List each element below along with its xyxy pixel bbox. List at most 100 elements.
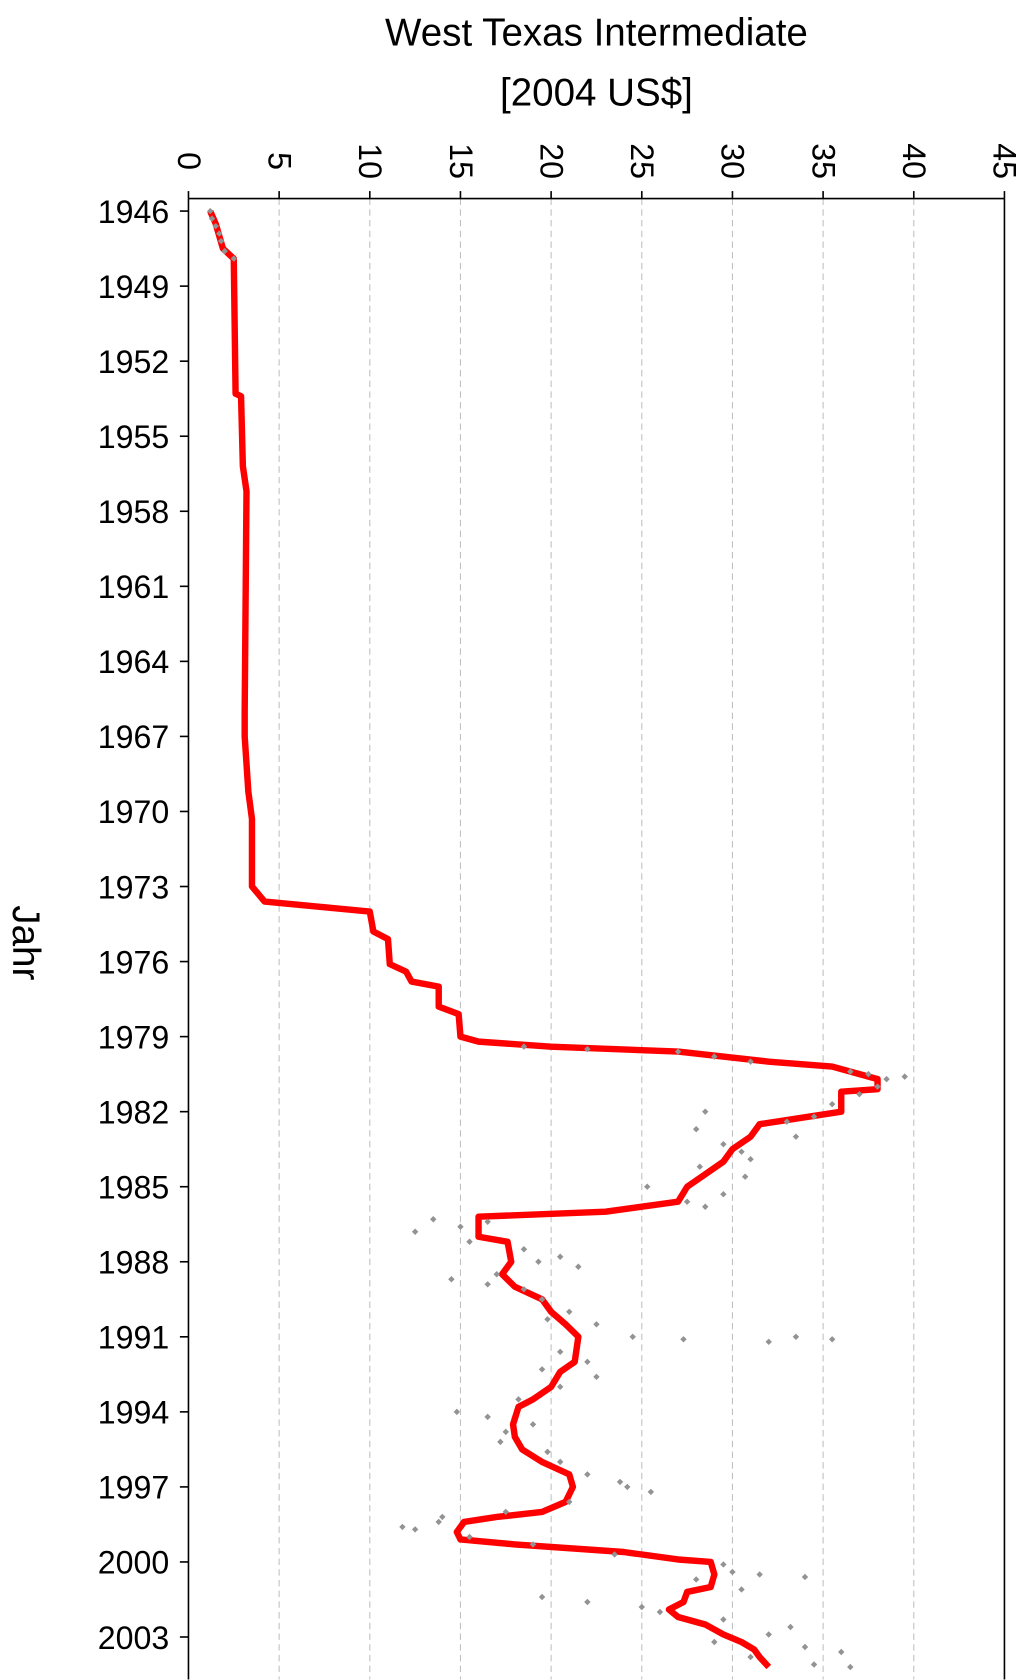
- data-point: [856, 1090, 863, 1098]
- data-point: [644, 1183, 651, 1190]
- value-tick-label: 10: [352, 143, 388, 179]
- data-point: [466, 1238, 473, 1245]
- data-point: [838, 1648, 845, 1656]
- data-point: [538, 1366, 546, 1373]
- data-point: [680, 1336, 687, 1343]
- data-point: [729, 1568, 736, 1576]
- chart-subtitle: [2004 US$]: [500, 71, 693, 114]
- data-point: [624, 1483, 631, 1491]
- value-tick-label: 5: [261, 152, 297, 170]
- data-point: [883, 1075, 890, 1083]
- data-point: [720, 1191, 727, 1198]
- data-point: [538, 1593, 546, 1601]
- value-tick-label: 40: [896, 143, 932, 179]
- year-tick-label: 1994: [98, 1395, 169, 1431]
- data-point: [430, 1216, 437, 1223]
- year-tick-label: 1991: [98, 1320, 169, 1356]
- data-point: [847, 1068, 854, 1075]
- data-point: [702, 1203, 709, 1210]
- data-point: [399, 1523, 406, 1531]
- year-tick-label: 1955: [98, 419, 169, 455]
- year-tick-label: 1967: [98, 719, 169, 755]
- data-point: [711, 1638, 718, 1646]
- data-point: [493, 1271, 500, 1278]
- year-tick-label: 1970: [98, 794, 169, 830]
- data-point: [484, 1413, 491, 1421]
- price-line: [207, 209, 881, 1670]
- data-point: [593, 1321, 600, 1328]
- data-point: [556, 1253, 564, 1260]
- year-tick-label: 1958: [98, 494, 169, 530]
- data-point: [584, 1358, 591, 1366]
- year-tick-label: 1985: [98, 1169, 169, 1205]
- data-point: [584, 1045, 591, 1053]
- data-point: [765, 1338, 772, 1346]
- data-point: [439, 1513, 446, 1521]
- data-point: [529, 1421, 537, 1428]
- year-tick-label: 1982: [98, 1094, 169, 1130]
- year-tick-label: 1997: [98, 1470, 169, 1506]
- data-point: [702, 1108, 709, 1115]
- data-point: [616, 1478, 624, 1486]
- data-point: [828, 1100, 836, 1108]
- year-tick-label: 1949: [98, 269, 169, 305]
- data-point: [720, 1140, 727, 1148]
- data-point: [810, 1113, 818, 1120]
- year-tick-label: 1979: [98, 1019, 169, 1055]
- data-point: [765, 1631, 772, 1638]
- data-point: [556, 1348, 564, 1356]
- data-point: [538, 1296, 546, 1303]
- data-point: [593, 1373, 600, 1381]
- data-point: [720, 1561, 727, 1568]
- data-point: [783, 1118, 791, 1125]
- data-point: [828, 1336, 836, 1343]
- data-point: [801, 1573, 809, 1581]
- year-tick-label: 1976: [98, 944, 169, 980]
- data-point: [647, 1488, 655, 1496]
- data-point: [720, 1616, 727, 1623]
- data-point: [638, 1603, 645, 1611]
- year-tick-label: 2000: [98, 1545, 169, 1581]
- data-point: [738, 1586, 745, 1593]
- data-point: [692, 1576, 700, 1583]
- value-tick-label: 15: [443, 143, 479, 179]
- value-tick-label: 25: [624, 143, 660, 179]
- data-point: [801, 1643, 809, 1651]
- data-point: [453, 1408, 461, 1416]
- data-point: [435, 1518, 442, 1526]
- data-point: [901, 1073, 908, 1080]
- data-point: [792, 1133, 800, 1140]
- data-point: [230, 255, 238, 262]
- data-point: [747, 1653, 754, 1661]
- data-point: [529, 1541, 537, 1548]
- value-tick-label: 0: [171, 152, 207, 170]
- data-point: [411, 1228, 419, 1235]
- data-point: [575, 1263, 582, 1270]
- value-tick-label: 30: [715, 143, 751, 179]
- data-point: [656, 1608, 664, 1616]
- data-point: [207, 207, 214, 215]
- axis-label: Jahr: [4, 905, 47, 980]
- data-point: [212, 222, 219, 230]
- data-point: [502, 1428, 510, 1436]
- data-point: [520, 1246, 528, 1253]
- data-point: [515, 1396, 522, 1403]
- data-point: [741, 1173, 749, 1180]
- year-tick-label: 1988: [98, 1245, 169, 1281]
- data-point: [865, 1070, 872, 1078]
- data-point: [457, 1223, 464, 1230]
- data-point: [756, 1571, 763, 1578]
- data-point: [847, 1663, 854, 1671]
- data-point: [556, 1383, 564, 1391]
- data-point: [810, 1661, 818, 1668]
- data-point: [544, 1316, 551, 1323]
- data-point: [747, 1155, 754, 1163]
- data-point: [584, 1471, 591, 1478]
- year-tick-label: 1946: [98, 194, 169, 230]
- data-point: [484, 1281, 491, 1288]
- data-point: [566, 1308, 573, 1316]
- data-point: [544, 1448, 551, 1456]
- year-tick-label: 1952: [98, 344, 169, 380]
